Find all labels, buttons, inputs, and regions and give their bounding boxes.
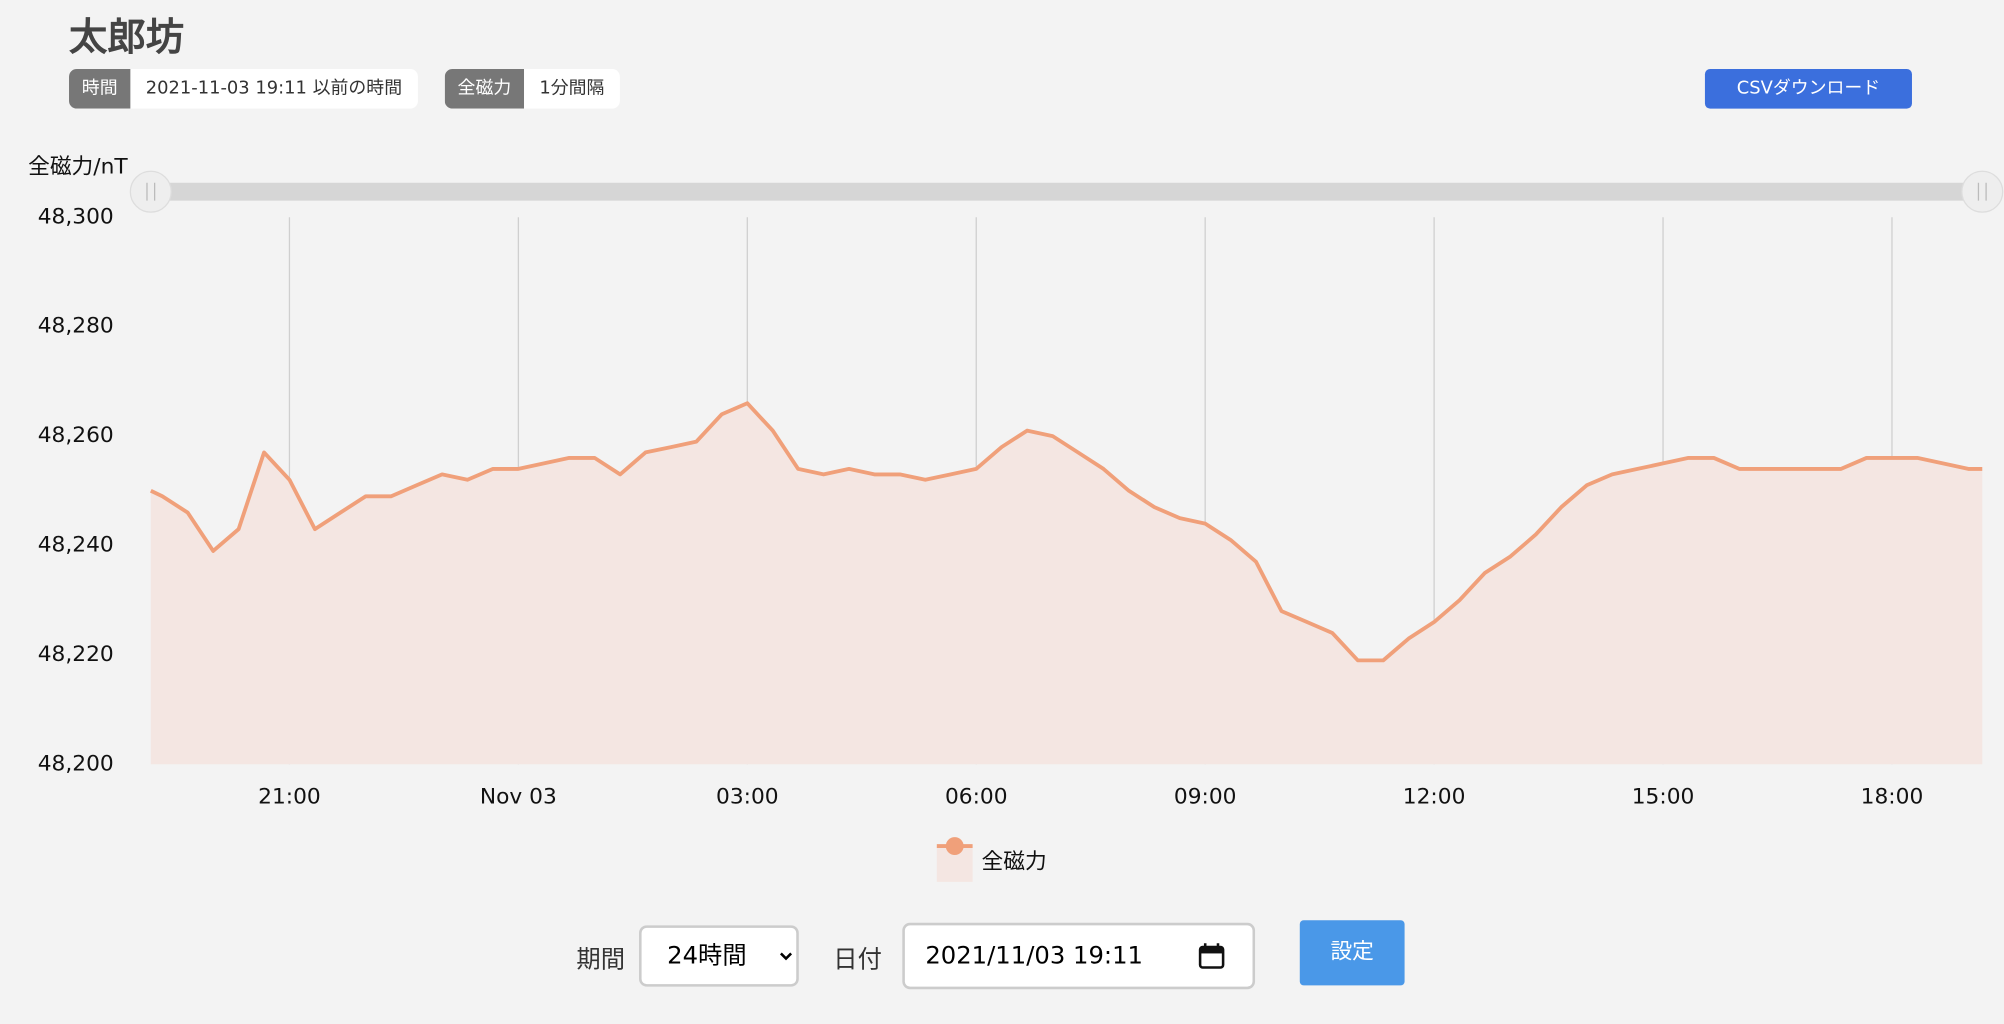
y-tick-label: 48,260 (38, 423, 114, 448)
x-tick-label: 06:00 (945, 785, 1008, 810)
tag-label: 全磁力 (444, 69, 525, 109)
calendar-icon[interactable] (1198, 942, 1226, 970)
legend-marker (945, 837, 964, 856)
date-input[interactable]: 2021/11/03 19:11 (902, 922, 1256, 990)
time-tag: 時間 2021-11-03 19:11 以前の時間 (69, 69, 418, 109)
x-tick-label: 21:00 (258, 785, 321, 810)
station-title: 太郎坊 (69, 15, 185, 61)
date-value: 2021/11/03 19:11 (925, 941, 1143, 971)
tag-value: 1分間隔 (539, 77, 605, 99)
date-label: 日付 (833, 945, 882, 974)
x-tick-label: 03:00 (716, 785, 779, 810)
slider-handle[interactable] (1961, 170, 2004, 213)
legend-label: 全磁力 (982, 850, 1047, 875)
submit-button[interactable]: 設定 (1299, 920, 1405, 986)
x-tick-label: 09:00 (1174, 785, 1237, 810)
y-tick-label: 48,300 (38, 204, 114, 229)
tag-value: 2021-11-03 19:11 以前の時間 (145, 77, 403, 99)
csv-download-button[interactable]: CSVダウンロード (1704, 69, 1912, 109)
x-tick-label: Nov 03 (480, 785, 557, 810)
area (150, 403, 1983, 765)
y-tick-label: 48,200 (38, 751, 114, 776)
x-tick-label: 15:00 (1632, 785, 1695, 810)
y-tick-label: 48,280 (38, 314, 114, 339)
y-axis-title: 全磁力/nT (28, 154, 128, 179)
period-select[interactable]: 24時間 (639, 925, 799, 987)
x-tick-label: 18:00 (1861, 785, 1924, 810)
type-tag: 全磁力 1分間隔 (444, 69, 620, 109)
plot: 48,200 48,220 48,240 48,260 48,280 48,300 21:0… (38, 204, 1983, 882)
tag-label: 時間 (69, 69, 131, 109)
period-label: 期間 (576, 945, 625, 974)
line (149, 401, 1983, 663)
slider-handle[interactable] (129, 170, 172, 213)
chart: 全磁力/nT 48,20048,22048,24048,26048,28048,… (28, 154, 2004, 882)
y-tick-label: 48,240 (38, 532, 114, 557)
x-tick-label: 12:00 (1403, 785, 1466, 810)
range-slider[interactable] (150, 182, 1983, 201)
y-tick-label: 48,220 (38, 642, 114, 667)
